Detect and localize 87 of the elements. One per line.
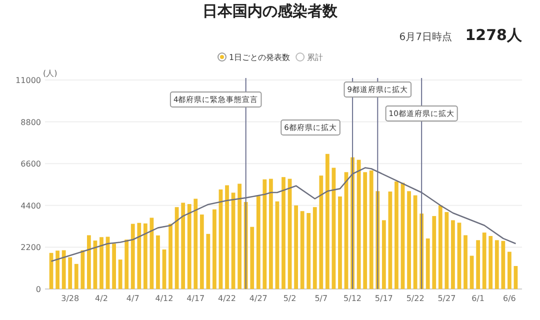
x-tick-label: 4/12 xyxy=(155,294,174,303)
text: 累計 xyxy=(307,53,324,62)
bar xyxy=(482,232,486,289)
x-tick-label: 4/2 xyxy=(95,294,108,303)
x-tick-label: 5/27 xyxy=(438,294,456,303)
x-tick-label: 3/28 xyxy=(61,294,80,303)
bar xyxy=(432,216,436,289)
bar xyxy=(262,179,267,289)
bar xyxy=(457,222,462,289)
bar xyxy=(369,170,374,289)
bar xyxy=(508,252,512,289)
bar xyxy=(501,240,506,289)
bar xyxy=(256,196,260,289)
y-axis-title: (人) xyxy=(43,69,58,78)
bar xyxy=(181,202,186,289)
bar xyxy=(225,185,229,289)
x-tick-label: 5/7 xyxy=(314,294,328,303)
bar xyxy=(319,176,324,289)
y-tick-label: 4400 xyxy=(20,201,41,210)
bar xyxy=(137,222,142,289)
y-tick-label: 11000 xyxy=(16,76,41,85)
bar xyxy=(464,235,468,289)
bar xyxy=(356,160,361,289)
bar xyxy=(143,223,148,289)
bar xyxy=(156,235,160,289)
bar xyxy=(200,214,204,289)
x-tick-label: 4/22 xyxy=(218,294,236,303)
bar xyxy=(194,198,198,289)
bar xyxy=(338,196,342,289)
x-tick-label: 6/1 xyxy=(472,294,485,303)
bar xyxy=(62,250,66,289)
bar xyxy=(269,178,273,289)
bar xyxy=(294,205,298,289)
x-tick-label: 5/22 xyxy=(406,294,424,303)
bar xyxy=(312,207,317,289)
bar xyxy=(68,257,72,289)
bar xyxy=(86,235,91,289)
bar xyxy=(300,211,304,289)
line-series xyxy=(50,167,516,262)
bar xyxy=(212,209,216,289)
bar xyxy=(206,234,210,289)
bar xyxy=(275,201,280,289)
x-tick-label: 4/27 xyxy=(249,294,268,303)
y-tick-label: 0 xyxy=(36,285,41,294)
bar xyxy=(451,220,455,289)
bar xyxy=(444,212,449,289)
bar xyxy=(80,250,85,289)
x-tick-label: 5/2 xyxy=(283,294,296,303)
y-tick-label: 8800 xyxy=(20,118,41,127)
x-tick-label: 5/12 xyxy=(344,294,362,303)
bar xyxy=(250,226,254,289)
bar xyxy=(388,192,392,289)
bar xyxy=(187,204,192,289)
bar xyxy=(363,172,368,289)
bar xyxy=(413,195,418,289)
bar xyxy=(488,236,493,289)
bar xyxy=(56,250,60,289)
bar xyxy=(130,224,135,289)
bar xyxy=(476,240,480,289)
x-tick-label: 6/6 xyxy=(503,294,516,303)
bar xyxy=(407,191,411,289)
bar xyxy=(100,237,104,289)
legend-label: 1日ごとの発表数 xyxy=(229,53,290,62)
x-tick-label: 4/7 xyxy=(126,294,140,303)
text: 6月7日時点 xyxy=(399,31,452,43)
bar xyxy=(426,238,430,289)
bar xyxy=(394,181,398,289)
bar xyxy=(112,244,116,289)
bar xyxy=(124,240,129,289)
text: 1278人 xyxy=(465,26,523,44)
bar xyxy=(438,205,442,289)
bar xyxy=(74,264,78,289)
bar xyxy=(282,177,286,289)
y-tick-label: 2200 xyxy=(20,243,41,252)
bar xyxy=(494,240,499,289)
bar xyxy=(162,249,166,289)
x-tick-label: 4/17 xyxy=(186,294,205,303)
bar xyxy=(325,154,330,289)
bar xyxy=(168,224,172,289)
y-tick-label: 6600 xyxy=(20,160,41,169)
bar xyxy=(306,213,311,289)
x-tick-label: 5/17 xyxy=(374,294,393,303)
chart-title: 日本国内の感染者数 xyxy=(202,2,338,20)
bar xyxy=(514,266,518,289)
bar xyxy=(238,184,242,289)
bar xyxy=(382,220,386,289)
bar xyxy=(118,260,122,289)
